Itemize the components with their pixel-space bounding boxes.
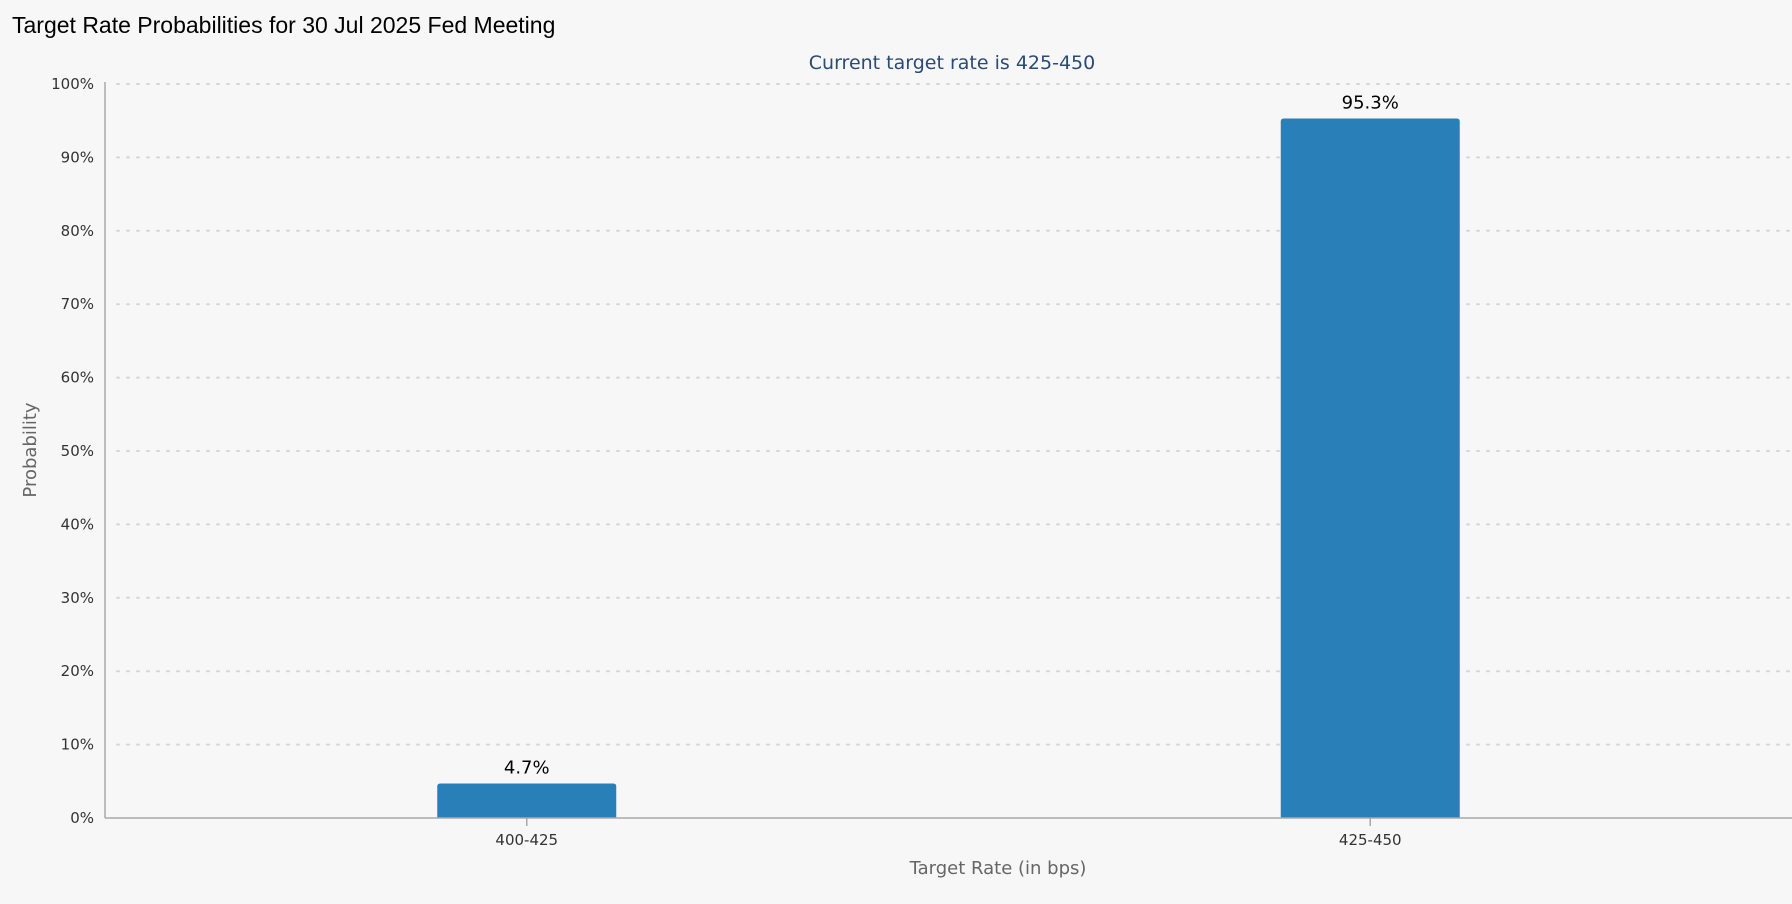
data-label: 4.7% <box>504 758 550 779</box>
y-tick-label: 80% <box>61 222 94 240</box>
y-tick-label: 10% <box>61 736 94 754</box>
grid-lines <box>116 83 1792 746</box>
data-label: 95.3% <box>1342 92 1399 113</box>
x-tick-label: 425-450 <box>1339 831 1402 849</box>
y-tick-label: 100% <box>51 75 94 93</box>
chart-subtitle: Current target rate is 425-450 <box>809 52 1095 74</box>
y-axis-title: Probability <box>20 402 41 497</box>
y-tick-label: 60% <box>61 369 94 387</box>
bar-400-425[interactable] <box>437 783 617 818</box>
x-tick-label: 400-425 <box>495 831 558 849</box>
y-tick-label: 50% <box>61 442 94 460</box>
page-title: Target Rate Probabilities for 30 Jul 202… <box>12 12 556 38</box>
y-tick-label: 40% <box>61 515 94 533</box>
y-tick-label: 70% <box>61 295 94 313</box>
labels: Current target rate is 425-450 Target Ra… <box>20 52 1399 879</box>
y-tick-label: 30% <box>61 589 94 607</box>
y-tick-label: 0% <box>70 809 94 827</box>
y-tick-label: 90% <box>61 148 94 166</box>
y-tick-label: 20% <box>61 662 94 680</box>
bar-425-450[interactable] <box>1280 118 1460 819</box>
axes: 0% 10% 20% 30% 40% 50% 60% 70% 80% 90% 100% 400-425… <box>51 75 1792 849</box>
x-axis-title: Target Rate (in bps) <box>909 858 1087 879</box>
bars <box>437 118 1460 819</box>
